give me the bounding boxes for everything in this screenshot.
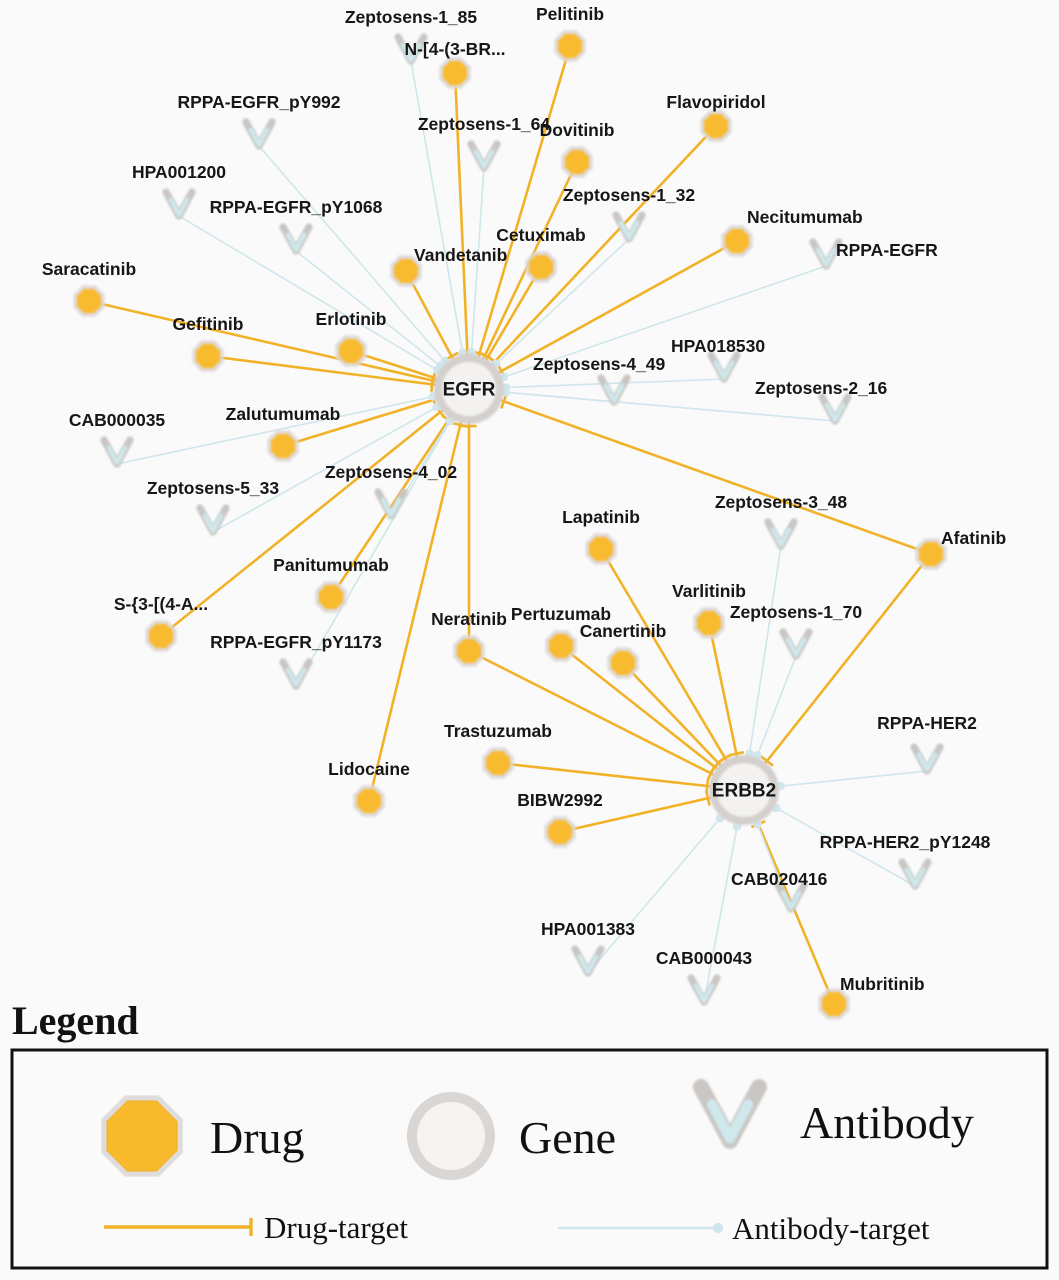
svg-text:Zeptosens-1_70: Zeptosens-1_70 [730, 602, 863, 622]
svg-text:Mubritinib: Mubritinib [840, 974, 925, 994]
svg-text:CAB000035: CAB000035 [69, 410, 166, 430]
svg-text:Zeptosens-5_33: Zeptosens-5_33 [147, 478, 280, 498]
svg-text:CAB000043: CAB000043 [656, 948, 753, 968]
svg-text:Flavopiridol: Flavopiridol [666, 92, 765, 112]
svg-text:Gefitinib: Gefitinib [173, 314, 244, 334]
svg-text:Panitumumab: Panitumumab [273, 555, 389, 575]
svg-text:Trastuzumab: Trastuzumab [444, 721, 552, 741]
svg-text:ERBB2: ERBB2 [712, 781, 776, 802]
svg-text:Necitumumab: Necitumumab [747, 207, 863, 227]
svg-text:CAB020416: CAB020416 [731, 869, 828, 889]
svg-text:BIBW2992: BIBW2992 [517, 790, 603, 810]
svg-text:RPPA-HER2: RPPA-HER2 [877, 713, 977, 733]
svg-text:N-[4-(3-BR...: N-[4-(3-BR... [404, 39, 505, 59]
svg-text:Lapatinib: Lapatinib [562, 507, 640, 527]
svg-text:Cetuximab: Cetuximab [496, 225, 585, 245]
svg-text:Dovitinib: Dovitinib [540, 120, 615, 140]
svg-text:Antibody-target: Antibody-target [732, 1211, 930, 1246]
svg-text:Erlotinib: Erlotinib [316, 309, 387, 329]
svg-text:Antibody: Antibody [800, 1097, 974, 1148]
svg-text:Zeptosens-1_32: Zeptosens-1_32 [563, 185, 696, 205]
svg-text:RPPA-EGFR_pY992: RPPA-EGFR_pY992 [177, 92, 340, 112]
svg-text:Zeptosens-3_48: Zeptosens-3_48 [715, 492, 848, 512]
svg-text:HPA001383: HPA001383 [541, 919, 635, 939]
svg-text:Zeptosens-4_02: Zeptosens-4_02 [325, 462, 458, 482]
svg-text:Zeptosens-1_85: Zeptosens-1_85 [345, 7, 478, 27]
svg-text:RPPA-EGFR_pY1068: RPPA-EGFR_pY1068 [210, 197, 383, 217]
svg-text:Lidocaine: Lidocaine [328, 759, 410, 779]
svg-text:Varlitinib: Varlitinib [672, 581, 746, 601]
svg-text:RPPA-EGFR: RPPA-EGFR [836, 240, 938, 260]
svg-text:Legend: Legend [12, 998, 139, 1043]
svg-text:Gene: Gene [519, 1112, 616, 1163]
svg-text:HPA001200: HPA001200 [132, 162, 226, 182]
svg-text:Drug-target: Drug-target [264, 1210, 408, 1245]
svg-text:EGFR: EGFR [443, 380, 496, 401]
svg-text:Zeptosens-4_49: Zeptosens-4_49 [533, 354, 666, 374]
svg-text:Zeptosens-2_16: Zeptosens-2_16 [755, 378, 888, 398]
svg-text:Zeptosens-1_64: Zeptosens-1_64 [418, 114, 551, 134]
svg-text:Neratinib: Neratinib [431, 609, 507, 629]
svg-text:RPPA-HER2_pY1248: RPPA-HER2_pY1248 [820, 832, 991, 852]
svg-text:Canertinib: Canertinib [580, 621, 667, 641]
svg-text:Pelitinib: Pelitinib [536, 4, 604, 24]
svg-text:Drug: Drug [210, 1112, 305, 1163]
svg-text:S-{3-[(4-A...: S-{3-[(4-A... [114, 594, 208, 614]
svg-text:Zalutumumab: Zalutumumab [226, 404, 341, 424]
svg-text:Vandetanib: Vandetanib [414, 245, 507, 265]
svg-text:Saracatinib: Saracatinib [42, 259, 136, 279]
svg-text:HPA018530: HPA018530 [671, 336, 765, 356]
svg-text:Afatinib: Afatinib [941, 528, 1006, 548]
svg-text:RPPA-EGFR_pY1173: RPPA-EGFR_pY1173 [210, 632, 382, 652]
